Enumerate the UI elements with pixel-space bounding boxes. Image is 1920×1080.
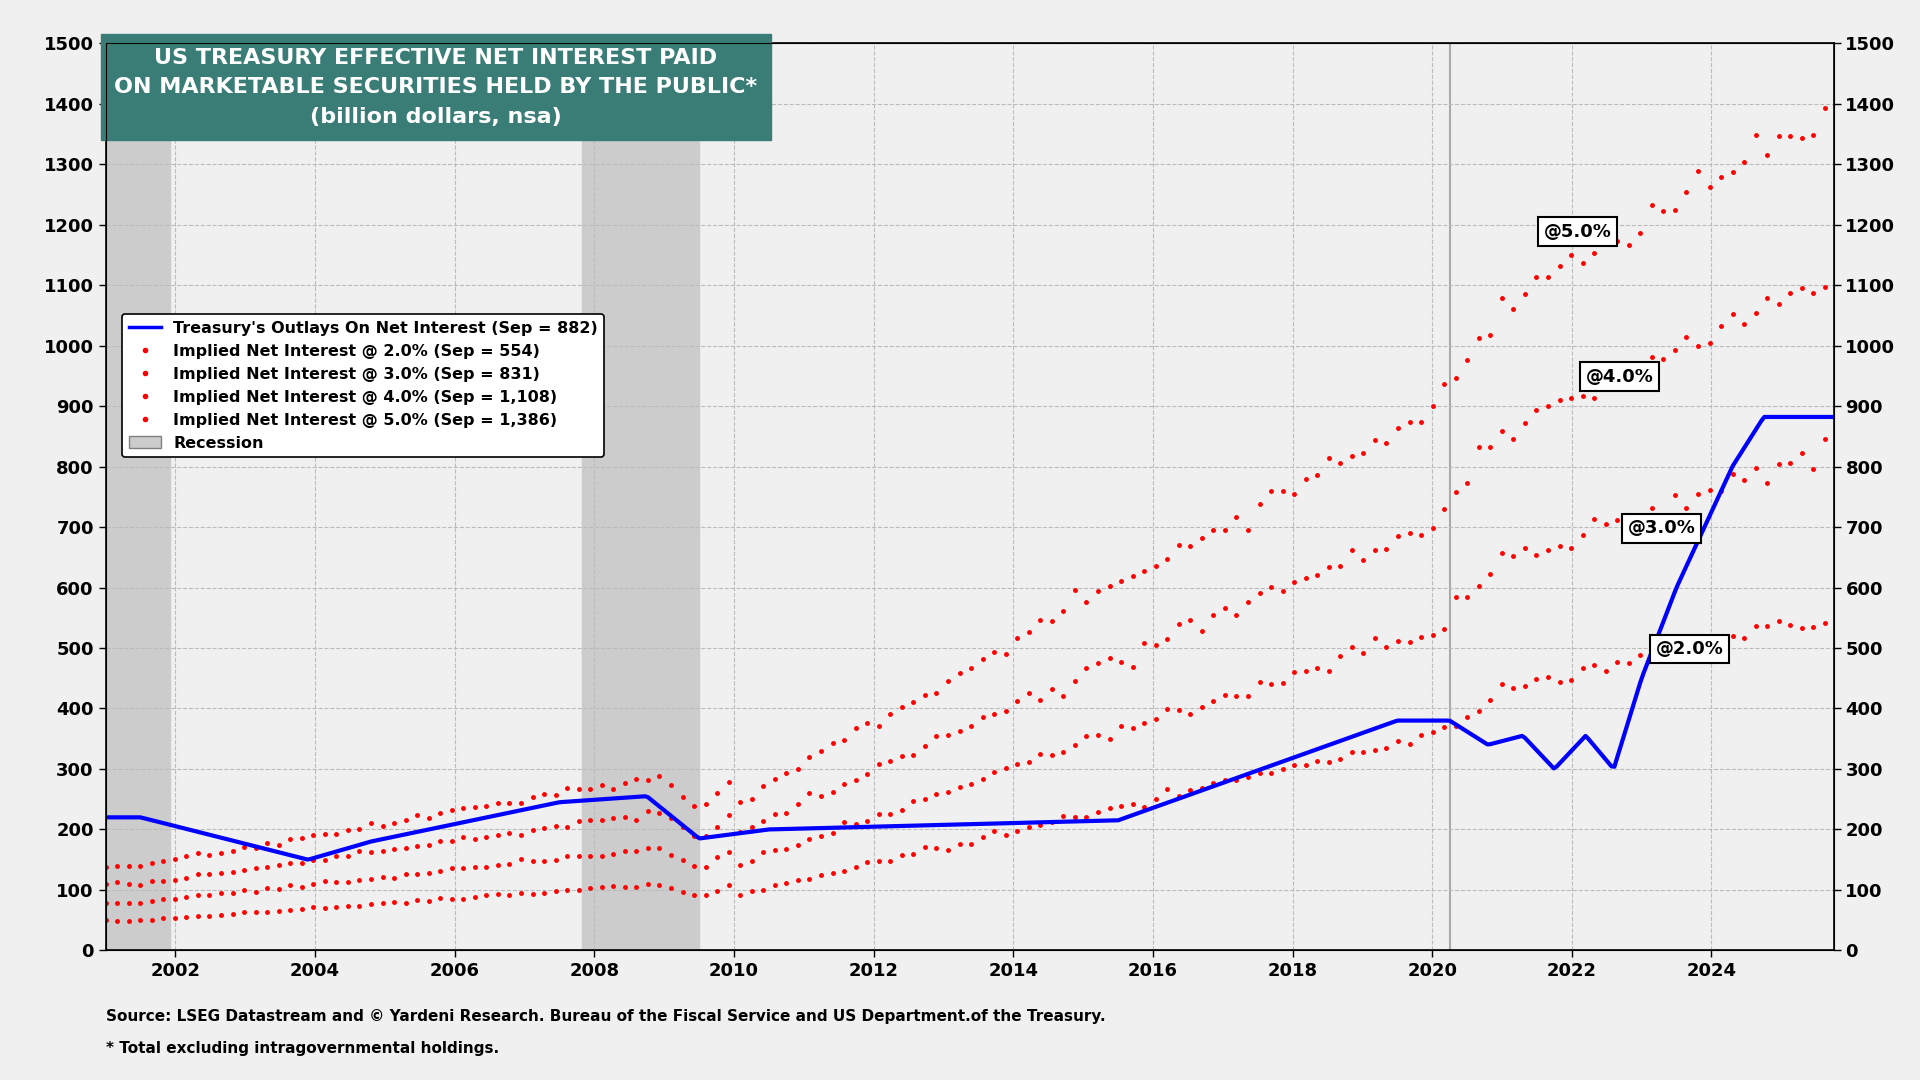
Bar bbox=[582, 43, 699, 950]
Bar bbox=[106, 43, 169, 950]
Text: Source: LSEG Datastream and © Yardeni Research. Bureau of the Fiscal Service and: Source: LSEG Datastream and © Yardeni Re… bbox=[106, 1009, 1106, 1024]
Text: @3.0%: @3.0% bbox=[1628, 519, 1695, 537]
Text: US TREASURY EFFECTIVE NET INTEREST PAID
ON MARKETABLE SECURITIES HELD BY THE PUB: US TREASURY EFFECTIVE NET INTEREST PAID … bbox=[115, 48, 756, 127]
Text: @4.0%: @4.0% bbox=[1586, 368, 1653, 386]
Text: @5.0%: @5.0% bbox=[1544, 222, 1611, 241]
Text: @2.0%: @2.0% bbox=[1655, 640, 1724, 658]
Text: * Total excluding intragovernmental holdings.: * Total excluding intragovernmental hold… bbox=[106, 1041, 499, 1056]
Legend: Treasury's Outlays On Net Interest (Sep = 882), Implied Net Interest @ 2.0% (Sep: Treasury's Outlays On Net Interest (Sep … bbox=[123, 314, 605, 457]
